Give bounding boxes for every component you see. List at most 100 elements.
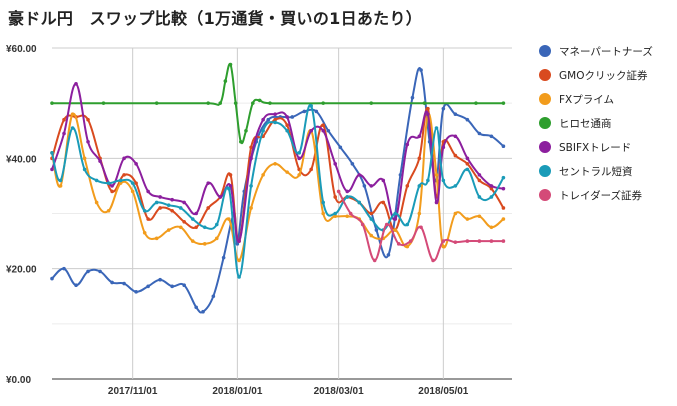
- data-point[interactable]: [58, 184, 63, 188]
- data-point[interactable]: [86, 269, 90, 274]
- data-point[interactable]: [142, 208, 147, 213]
- data-point[interactable]: [226, 217, 231, 221]
- data-point[interactable]: [130, 189, 135, 194]
- data-point[interactable]: [223, 79, 228, 83]
- data-point[interactable]: [249, 184, 253, 188]
- data-point[interactable]: [206, 101, 210, 105]
- data-point[interactable]: [489, 134, 494, 139]
- data-point[interactable]: [396, 242, 401, 246]
- data-point[interactable]: [110, 280, 114, 285]
- data-point[interactable]: [50, 276, 54, 281]
- data-point[interactable]: [297, 173, 301, 177]
- data-point[interactable]: [453, 211, 458, 216]
- data-point[interactable]: [419, 225, 423, 230]
- data-point[interactable]: [170, 208, 174, 213]
- data-point[interactable]: [211, 294, 216, 299]
- data-point[interactable]: [118, 181, 123, 185]
- data-point[interactable]: [434, 126, 439, 130]
- data-point[interactable]: [350, 162, 355, 166]
- data-point[interactable]: [251, 101, 255, 105]
- legend-item[interactable]: セントラル短資: [539, 159, 653, 183]
- data-point[interactable]: [321, 128, 325, 133]
- data-point[interactable]: [190, 217, 195, 221]
- data-point[interactable]: [441, 178, 446, 183]
- data-point[interactable]: [58, 178, 63, 183]
- data-point[interactable]: [82, 156, 87, 161]
- data-point[interactable]: [273, 117, 277, 122]
- data-point[interactable]: [101, 101, 106, 105]
- data-point[interactable]: [434, 200, 439, 205]
- data-point[interactable]: [441, 244, 446, 249]
- data-point[interactable]: [381, 178, 386, 183]
- data-point[interactable]: [62, 266, 66, 271]
- data-point[interactable]: [357, 173, 362, 177]
- data-point[interactable]: [233, 101, 238, 105]
- data-point[interactable]: [309, 167, 313, 172]
- data-point[interactable]: [166, 203, 171, 208]
- data-point[interactable]: [477, 214, 482, 219]
- data-point[interactable]: [369, 211, 374, 216]
- data-point[interactable]: [261, 128, 265, 133]
- data-point[interactable]: [501, 239, 506, 243]
- data-point[interactable]: [50, 101, 54, 105]
- data-point[interactable]: [369, 217, 374, 221]
- data-point[interactable]: [314, 109, 319, 114]
- data-point[interactable]: [86, 139, 90, 144]
- data-point[interactable]: [441, 106, 446, 111]
- data-point[interactable]: [166, 228, 171, 232]
- data-point[interactable]: [345, 214, 350, 219]
- data-point[interactable]: [360, 222, 365, 227]
- data-point[interactable]: [94, 200, 99, 205]
- data-point[interactable]: [408, 239, 413, 243]
- data-point[interactable]: [202, 225, 207, 230]
- data-point[interactable]: [465, 217, 470, 221]
- data-point[interactable]: [146, 217, 150, 221]
- data-point[interactable]: [74, 82, 78, 86]
- legend-item[interactable]: ヒロセ通商: [539, 111, 653, 135]
- data-point[interactable]: [345, 189, 350, 194]
- data-point[interactable]: [345, 195, 350, 199]
- data-point[interactable]: [434, 173, 439, 177]
- data-point[interactable]: [431, 258, 435, 263]
- data-point[interactable]: [273, 112, 277, 116]
- data-point[interactable]: [285, 170, 289, 174]
- data-point[interactable]: [226, 186, 231, 191]
- data-point[interactable]: [501, 217, 506, 221]
- data-point[interactable]: [182, 200, 186, 205]
- data-point[interactable]: [426, 112, 430, 116]
- data-point[interactable]: [214, 222, 219, 227]
- data-point[interactable]: [130, 181, 135, 185]
- data-point[interactable]: [357, 200, 362, 205]
- data-point[interactable]: [118, 178, 123, 183]
- data-point[interactable]: [182, 219, 186, 224]
- data-point[interactable]: [453, 134, 458, 139]
- data-point[interactable]: [182, 283, 186, 288]
- data-point[interactable]: [477, 178, 482, 183]
- data-point[interactable]: [297, 156, 301, 161]
- data-point[interactable]: [369, 233, 374, 238]
- data-point[interactable]: [489, 239, 494, 243]
- data-point[interactable]: [221, 255, 226, 260]
- data-point[interactable]: [426, 106, 430, 111]
- legend-item[interactable]: GMOクリック証券: [539, 63, 653, 87]
- data-point[interactable]: [62, 131, 66, 136]
- data-point[interactable]: [441, 145, 446, 150]
- data-point[interactable]: [384, 222, 389, 227]
- data-point[interactable]: [393, 211, 398, 216]
- legend-item[interactable]: SBIFXトレード: [539, 135, 653, 159]
- legend-item[interactable]: マネーパートナーズ: [539, 39, 653, 63]
- data-point[interactable]: [333, 162, 338, 166]
- data-point[interactable]: [273, 120, 277, 125]
- data-point[interactable]: [170, 197, 174, 202]
- data-point[interactable]: [426, 178, 430, 183]
- data-point[interactable]: [228, 62, 233, 67]
- data-point[interactable]: [239, 139, 243, 144]
- data-point[interactable]: [194, 211, 198, 216]
- data-point[interactable]: [417, 211, 422, 216]
- data-point[interactable]: [237, 258, 241, 263]
- data-point[interactable]: [50, 167, 54, 172]
- data-point[interactable]: [453, 153, 458, 158]
- data-point[interactable]: [218, 195, 223, 199]
- data-point[interactable]: [110, 189, 114, 194]
- data-point[interactable]: [501, 175, 506, 180]
